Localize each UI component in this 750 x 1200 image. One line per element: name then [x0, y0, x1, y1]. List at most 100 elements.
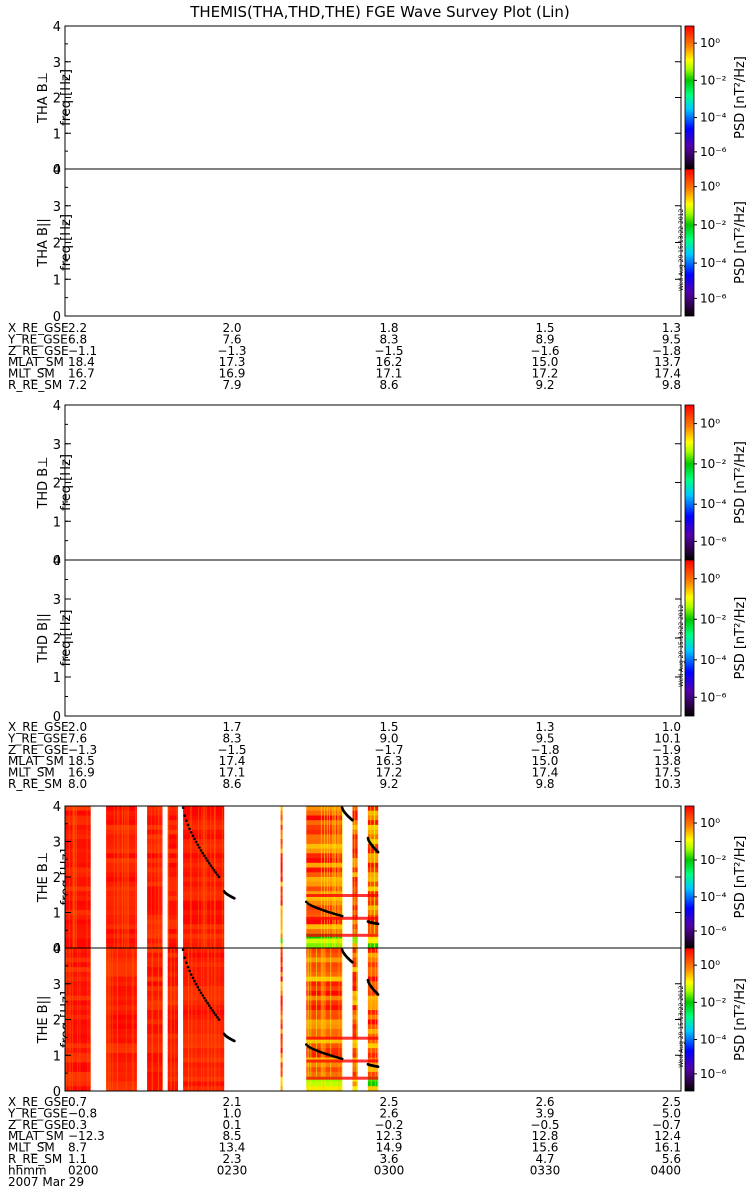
heatmap-cell	[106, 848, 137, 854]
heatmap-cell	[65, 810, 91, 816]
ephemeris-label: MLT_SM	[8, 367, 55, 381]
heatmap-cell	[106, 981, 137, 987]
heatmap-cell	[106, 877, 137, 883]
heatmap-cell	[367, 881, 379, 887]
trace-point	[186, 823, 190, 827]
heatmap-cell	[367, 1033, 379, 1040]
trace-point	[376, 922, 380, 926]
y-tick-label: 0	[53, 163, 61, 178]
heatmap-cell	[352, 967, 358, 973]
heatmap-cell	[306, 967, 343, 973]
colorbar-tick-label: 10⁻²	[700, 73, 727, 87]
heatmap-cell	[306, 971, 343, 978]
heatmap-cell	[280, 919, 283, 925]
y-tick-label: 0	[53, 710, 61, 725]
heatmap-streak	[168, 806, 169, 948]
heatmap-cell	[306, 1062, 343, 1068]
heatmap-cell	[367, 910, 379, 916]
trace-point	[376, 1065, 380, 1068]
heatmap-cell	[147, 1076, 163, 1083]
trace-point	[196, 843, 200, 847]
heatmap-streak	[333, 806, 335, 948]
ephemeris-value: 15.0	[532, 754, 559, 768]
heatmap-cell	[106, 829, 137, 835]
heatmap-cell	[280, 981, 283, 987]
panel-frame	[64, 168, 682, 317]
heatmap-cell	[65, 834, 91, 840]
ephemeris-value: 17.4	[532, 766, 559, 780]
heatmap-cell	[306, 990, 343, 997]
heatmap-cell	[106, 1014, 137, 1021]
heatmap-cell	[167, 834, 178, 840]
heatmap-cell	[352, 1000, 358, 1006]
heatmap-cell	[367, 962, 379, 968]
heatmap-cell	[167, 829, 178, 835]
heatmap-cell	[367, 1014, 379, 1021]
ephemeris-value: 7.2	[68, 378, 87, 392]
heatmap-cell	[65, 824, 91, 831]
heatmap-cell	[352, 1071, 358, 1078]
y-tick-label: 3	[53, 200, 61, 215]
ephemeris-value: 16.9	[68, 766, 95, 780]
heatmap-cell	[65, 877, 91, 883]
ephemeris-value: 2.0	[68, 720, 87, 734]
heatmap-streak	[79, 948, 81, 1091]
y-tick-label: 3	[53, 438, 61, 453]
plot-title: THEMIS(THA,THD,THE) FGE Wave Survey Plot…	[189, 3, 570, 21]
heatmap-cell	[280, 820, 283, 826]
heatmap-cell	[306, 1086, 343, 1091]
ephemeris-label: X_RE_GSE	[8, 321, 69, 335]
heatmap-streak	[373, 806, 375, 948]
y-tick-label: 0	[53, 1085, 61, 1100]
heatmap-cell	[106, 995, 137, 1002]
heatmap-streak	[127, 806, 129, 948]
heatmap-cell	[106, 1052, 137, 1059]
heatmap-cell	[280, 1052, 283, 1059]
y-tick-label: 1	[53, 1049, 61, 1064]
heatmap-cell	[65, 853, 91, 859]
trace-point	[211, 1009, 214, 1012]
heatmap-streak	[211, 948, 213, 1091]
heatmap-cell	[106, 952, 137, 959]
heatmap-cell	[167, 971, 178, 978]
heatmap-cell	[167, 877, 178, 883]
heatmap-cell	[352, 990, 358, 997]
ephemeris-value: 17.1	[376, 367, 403, 381]
ephemeris-value: 13.8	[654, 754, 681, 768]
heatmap-cell	[167, 843, 178, 850]
heatmap-cell	[167, 839, 178, 845]
heatmap-cell	[167, 948, 178, 954]
y-tick-label: 3	[53, 56, 61, 71]
heatmap-cell	[167, 986, 178, 992]
ephemeris-value: 2.3	[222, 1152, 241, 1166]
trace-point	[212, 1011, 216, 1014]
heatmap-cell	[65, 891, 91, 897]
heatmap-cell	[367, 990, 379, 997]
y-tick-label: 2	[53, 477, 61, 492]
heatmap-cell	[147, 1067, 163, 1073]
heatmap-streak	[195, 948, 197, 1091]
heatmap-cell	[367, 1010, 379, 1016]
heatmap-cell	[352, 1038, 358, 1044]
ephemeris-value: −1.3	[217, 344, 246, 358]
heatmap-cell	[280, 886, 283, 892]
trace-point	[233, 897, 236, 900]
heatmap-cell	[106, 862, 137, 869]
colorbar-tick-label: 10⁻⁴	[700, 497, 727, 511]
heatmap-cell	[65, 919, 91, 925]
heatmap-cell	[280, 943, 283, 949]
heatmap-cell	[65, 900, 91, 906]
heatmap-cell	[367, 815, 379, 821]
heatmap-cell	[147, 1038, 163, 1044]
heatmap-cell	[367, 834, 379, 840]
heatmap-streak	[74, 806, 76, 948]
heatmap-streak	[157, 806, 159, 948]
ephemeris-label: R_RE_SM	[8, 378, 62, 392]
heatmap-cell	[65, 858, 91, 864]
heatmap-cell	[106, 1071, 137, 1078]
heatmap-cell	[106, 1019, 137, 1025]
heatmap-streak	[338, 806, 339, 948]
y-tick-label: 4	[53, 554, 61, 569]
heatmap-cell	[306, 1000, 343, 1006]
heatmap-cell	[167, 806, 178, 812]
